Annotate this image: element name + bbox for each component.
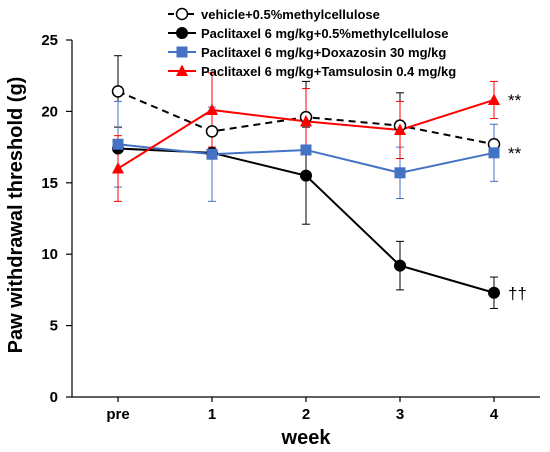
y-tick-label-5: 5 <box>50 318 58 335</box>
y-axis-title: Paw withdrawal threshold (g) <box>5 77 27 354</box>
series-4-point-2 <box>300 114 312 127</box>
annotations: ** ** †† <box>508 91 527 303</box>
legend-item-2-marker <box>176 27 188 39</box>
series-1-point-pre <box>111 85 125 98</box>
series-3-point-1 <box>206 148 218 160</box>
y-tick-label-0: 0 <box>50 389 58 406</box>
error-bars <box>114 55 498 309</box>
x-tick-label-pre: pre <box>106 406 129 423</box>
x-tick-label-2: 2 <box>302 406 310 423</box>
x-tick-label-3: 3 <box>396 406 404 423</box>
legend-item-4-label: Paclitaxel 6 mg/kg+Tamsulosin 0.4 mg/kg <box>201 64 456 79</box>
y-tick-label-20: 20 <box>41 103 58 120</box>
x-tick-label-4: 4 <box>490 406 499 423</box>
y-tick-label-10: 10 <box>41 246 58 263</box>
series-3-point-4 <box>488 147 500 159</box>
legend-item-3-marker <box>176 46 188 58</box>
legend: vehicle+0.5%methylcellulose Paclitaxel 6 … <box>168 7 456 79</box>
series-2-point-4 <box>488 286 500 299</box>
annotation-2: ** <box>508 144 522 163</box>
series-4-point-4 <box>488 93 500 105</box>
legend-item-3-label: Paclitaxel 6 mg/kg+Doxazosin 30 mg/kg <box>201 45 446 60</box>
y-tick-label-25: 25 <box>41 32 58 49</box>
legend-item-4-marker <box>176 64 188 76</box>
axes <box>66 39 540 402</box>
series-markers <box>111 85 501 299</box>
x-axis-title: week <box>281 427 332 449</box>
series-3-point-pre <box>112 138 124 150</box>
tick-labels: 0 5 10 15 20 25 pre 1 2 3 4 <box>41 32 499 423</box>
x-tick-label-1: 1 <box>208 406 216 423</box>
series-4-point-pre <box>112 162 124 174</box>
legend-item-1-label: vehicle+0.5%methylcellulose <box>201 7 380 22</box>
legend-item-1-marker <box>175 7 189 21</box>
series-4-point-1 <box>206 103 218 115</box>
series-2-point-3 <box>394 259 406 272</box>
series-4-point-3 <box>394 123 406 135</box>
series-3-point-3 <box>394 167 406 179</box>
annotation-3: †† <box>508 284 527 303</box>
y-tick-label-15: 15 <box>41 175 58 192</box>
series-2-point-2 <box>300 169 312 182</box>
series-1-point-1 <box>205 125 219 138</box>
legend-item-2-label: Paclitaxel 6 mg/kg+0.5%methylcellulose <box>201 26 448 41</box>
annotation-1: ** <box>508 91 522 110</box>
series-3-point-2 <box>300 144 312 156</box>
